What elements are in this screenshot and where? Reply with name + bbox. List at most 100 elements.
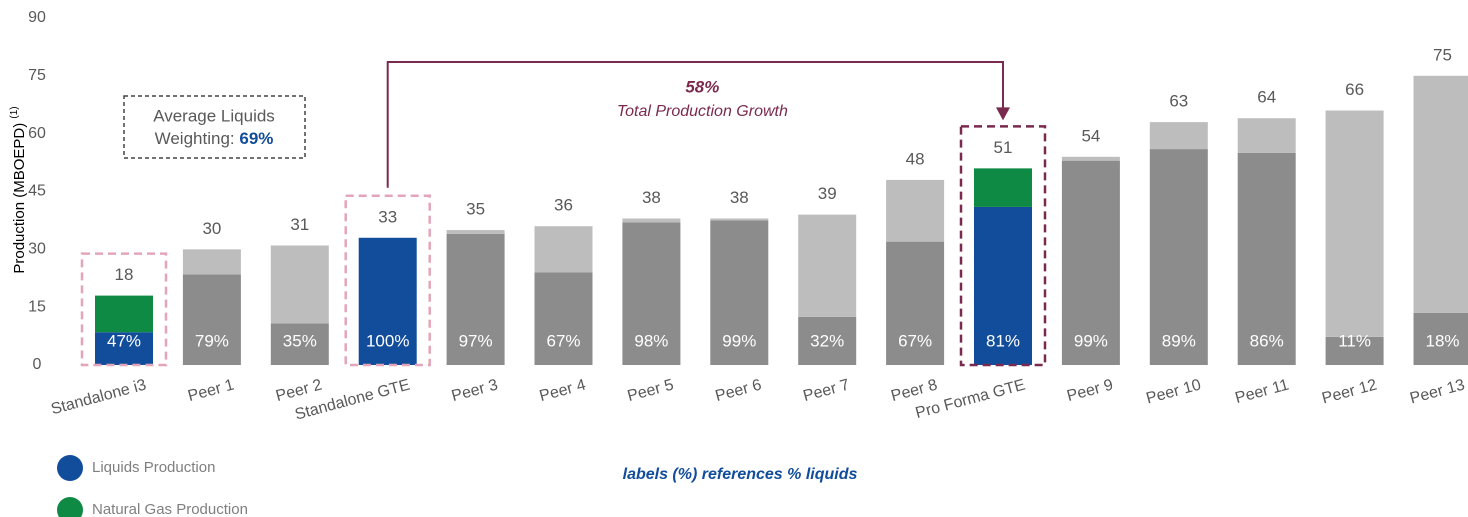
bar-segment bbox=[1237, 152, 1296, 365]
x-tick-label: Peer 9 bbox=[1065, 376, 1115, 405]
bar-segment bbox=[622, 218, 681, 223]
bar-segment bbox=[798, 316, 857, 365]
highlight-box bbox=[344, 194, 431, 367]
total-label: 18 bbox=[115, 265, 134, 284]
total-label: 33 bbox=[378, 207, 397, 226]
bar-segment bbox=[446, 233, 505, 365]
bar-segment bbox=[1325, 110, 1384, 337]
pct-label: 100% bbox=[366, 331, 409, 350]
bar-segment bbox=[710, 218, 769, 221]
total-label: 31 bbox=[290, 215, 309, 234]
total-label: 36 bbox=[554, 196, 573, 215]
pct-label: 35% bbox=[283, 331, 317, 350]
y-tick-label: 60 bbox=[28, 125, 46, 142]
bar-segment bbox=[1237, 118, 1296, 153]
note: labels (%) references % liquids bbox=[623, 466, 858, 483]
bar-segment bbox=[622, 222, 681, 365]
bar-segment bbox=[534, 226, 593, 273]
bar-segment bbox=[1149, 149, 1208, 365]
x-tick-label: Peer 5 bbox=[626, 376, 676, 405]
pct-label: 89% bbox=[1162, 331, 1196, 350]
pct-label: 67% bbox=[898, 331, 932, 350]
y-tick-label: 45 bbox=[28, 183, 46, 200]
y-tick-label: 15 bbox=[28, 298, 46, 315]
arrow-head bbox=[996, 107, 1010, 121]
average-line2: Weighting: 69% bbox=[155, 129, 274, 148]
bar-segment bbox=[974, 168, 1032, 207]
x-tick-label: Peer 13 bbox=[1408, 376, 1467, 407]
growth-arrow bbox=[386, 61, 1004, 188]
total-label: 48 bbox=[906, 149, 925, 168]
bar-segment bbox=[358, 237, 417, 365]
y-tick-label: 30 bbox=[28, 241, 46, 258]
pct-label: 99% bbox=[1074, 331, 1108, 350]
bar-segment bbox=[1413, 75, 1468, 313]
total-label: 63 bbox=[1169, 92, 1188, 111]
x-tick-label: Peer 6 bbox=[713, 376, 763, 405]
x-tick-label: Standalone i3 bbox=[49, 376, 148, 418]
average-box bbox=[123, 95, 306, 159]
growth-value: 58% bbox=[685, 77, 719, 96]
legend-swatch bbox=[57, 455, 83, 481]
total-label: 66 bbox=[1345, 80, 1364, 99]
growth-label: Total Production Growth bbox=[617, 103, 788, 120]
bar-segment bbox=[1061, 160, 1120, 365]
pct-label: 98% bbox=[634, 331, 668, 350]
pct-label: 86% bbox=[1250, 331, 1284, 350]
x-tick-label: Peer 4 bbox=[538, 376, 588, 405]
pct-label: 67% bbox=[546, 331, 580, 350]
bar-segment bbox=[1413, 312, 1468, 365]
pct-label: 47% bbox=[107, 331, 141, 350]
total-label: 39 bbox=[818, 184, 837, 203]
bar-segment bbox=[270, 323, 329, 365]
bar-segment bbox=[1061, 156, 1120, 161]
y-title-note: (1) bbox=[9, 106, 20, 118]
average-value: 69% bbox=[239, 129, 273, 148]
pct-label: 79% bbox=[195, 331, 229, 350]
x-tick-label: Peer 1 bbox=[186, 376, 236, 405]
bar-segment bbox=[798, 214, 857, 317]
y-tick-label: 0 bbox=[33, 356, 42, 373]
bar-segment bbox=[886, 241, 945, 365]
bar-segment bbox=[182, 249, 241, 275]
bar-segment bbox=[95, 295, 153, 333]
bar-segment bbox=[95, 332, 153, 365]
total-label: 75 bbox=[1433, 45, 1452, 64]
bar-segment bbox=[1149, 122, 1208, 150]
legend-label: Liquids Production bbox=[92, 459, 215, 476]
highlight-box bbox=[959, 125, 1047, 367]
total-label: 38 bbox=[642, 188, 661, 207]
bar-segment bbox=[534, 272, 593, 365]
y-title-text: Production (MBOEPD) bbox=[11, 123, 28, 274]
total-label: 38 bbox=[730, 188, 749, 207]
highlight-box bbox=[80, 252, 168, 367]
legend-swatch bbox=[57, 497, 83, 517]
bar-segment bbox=[270, 245, 329, 324]
total-label: 64 bbox=[1257, 88, 1276, 107]
pct-label: 18% bbox=[1425, 331, 1459, 350]
x-tick-label: Peer 12 bbox=[1320, 376, 1379, 407]
x-tick-label: Peer 11 bbox=[1233, 376, 1290, 407]
pct-label: 81% bbox=[986, 331, 1020, 350]
y-axis-label: Production (MBOEPD) (1) bbox=[9, 106, 28, 273]
total-label: 51 bbox=[994, 138, 1013, 157]
total-label: 35 bbox=[466, 200, 485, 219]
x-tick-label: Peer 7 bbox=[801, 376, 851, 405]
bar-segment bbox=[886, 179, 945, 242]
x-tick-label: Peer 10 bbox=[1144, 376, 1203, 407]
y-tick-label: 90 bbox=[28, 9, 46, 26]
bar-segment bbox=[1325, 336, 1384, 365]
pct-label: 32% bbox=[810, 331, 844, 350]
total-label: 54 bbox=[1081, 126, 1100, 145]
average-line1: Average Liquids bbox=[153, 106, 275, 125]
average-label: Weighting: bbox=[155, 129, 235, 148]
y-tick-label: 75 bbox=[28, 67, 46, 84]
bar-segment bbox=[710, 220, 769, 365]
bar-segment bbox=[974, 206, 1032, 365]
total-label: 30 bbox=[202, 219, 221, 238]
pct-label: 11% bbox=[1338, 331, 1371, 350]
legend-label: Natural Gas Production bbox=[92, 501, 248, 517]
pct-label: 99% bbox=[722, 331, 756, 350]
x-tick-label: Peer 3 bbox=[450, 376, 500, 405]
